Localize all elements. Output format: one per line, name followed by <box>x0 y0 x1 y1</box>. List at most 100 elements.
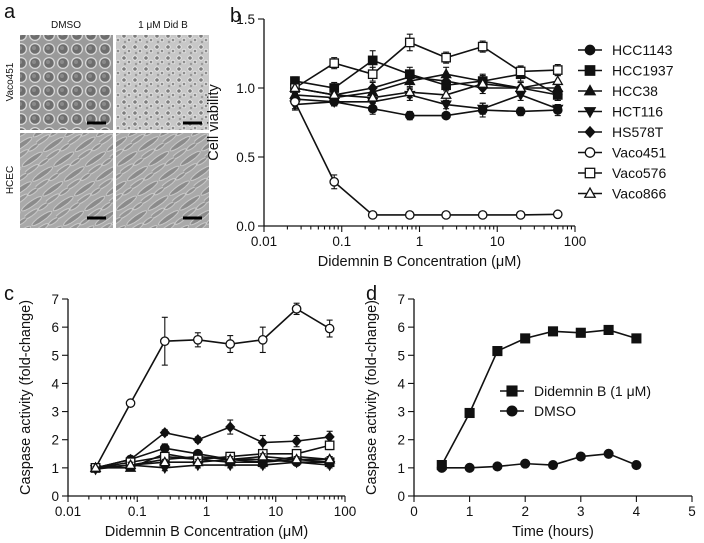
data-point <box>367 69 378 80</box>
data-point <box>367 55 378 66</box>
y-tick-label: 1.5 <box>236 12 255 27</box>
y-tick-label: 7 <box>397 292 405 307</box>
data-point <box>89 461 102 472</box>
data-point <box>257 450 269 461</box>
data-point <box>224 453 236 464</box>
legend-marker <box>584 125 596 139</box>
data-point <box>631 459 642 471</box>
chart-caspase-dose: 0.01 0.1 1 10 100 0 1 2 3 4 5 6 7 Didemnin B Concentr… <box>18 292 356 540</box>
x-tick-label: 100 <box>334 504 357 519</box>
series-dmso <box>436 448 642 473</box>
data-point <box>515 210 526 220</box>
series-line <box>294 98 558 117</box>
row-label-hcec: HCEC <box>5 166 16 194</box>
data-point <box>192 456 204 467</box>
data-point <box>159 336 170 347</box>
series-line <box>294 41 558 89</box>
legend-marker <box>584 44 596 56</box>
y-tick-label: 1 <box>51 461 59 476</box>
x-tick-label: 0.01 <box>55 504 81 519</box>
legend-marker <box>584 65 596 76</box>
micrograph-vaco451-dmso <box>20 35 113 130</box>
data-point <box>440 100 452 111</box>
y-tick-label: 3 <box>397 405 405 420</box>
y-tick-label: 6 <box>397 320 405 335</box>
y-tick-label: 7 <box>51 292 59 307</box>
data-point <box>159 456 171 467</box>
series-vaco866 <box>289 74 564 104</box>
legend-label: HS578T <box>612 124 664 140</box>
data-point <box>192 434 203 446</box>
data-point <box>291 435 302 447</box>
micrograph-hcec-dmso <box>20 133 113 228</box>
data-point <box>520 333 531 344</box>
legend-item-hcc38: HCC38 <box>578 83 658 99</box>
data-point <box>441 75 452 87</box>
legend-marker <box>506 385 518 397</box>
data-point <box>324 440 335 451</box>
data-point <box>404 37 415 48</box>
x-tick-label: 1 <box>203 504 211 519</box>
data-point <box>575 451 586 462</box>
legend-label: HCC1937 <box>612 63 674 79</box>
data-point <box>436 462 447 473</box>
data-point <box>323 453 336 464</box>
micrograph-panel: DMSO 1 μM Did B Vaco451 HCEC <box>5 20 209 228</box>
legend-item-vaco866: Vaco866 <box>578 186 666 202</box>
micrograph-hcec-didb <box>116 133 209 228</box>
col-header-dmso: DMSO <box>51 20 81 31</box>
legend-item-didemnin-b-1-m: Didemnin B (1 μM) <box>500 383 651 399</box>
y-tick-label: 0 <box>51 489 59 504</box>
y-tick-label: 5 <box>397 348 405 363</box>
data-point <box>552 104 564 115</box>
data-point <box>603 448 614 459</box>
x-tick-label: 2 <box>521 504 529 519</box>
y-axis-label: Caspase activity (fold-change) <box>18 300 34 495</box>
x-tick-label: 5 <box>688 504 696 519</box>
data-point <box>290 96 300 107</box>
series-line <box>95 447 330 469</box>
x-axis-label: Time (hours) <box>512 524 594 540</box>
y-tick-label: 4 <box>397 376 405 391</box>
y-tick-label: 0 <box>397 489 405 504</box>
data-point <box>404 85 416 97</box>
data-point <box>324 323 335 334</box>
x-tick-label: 3 <box>577 504 585 519</box>
legend-label: HCT116 <box>612 104 663 120</box>
col-header-didb: 1 μM Did B <box>138 20 188 31</box>
data-point <box>492 346 503 357</box>
data-point <box>492 461 503 472</box>
data-point <box>441 210 451 220</box>
x-tick-label: 100 <box>564 234 587 249</box>
series-vaco576 <box>290 33 563 96</box>
chart-cell-viability: 0.01 0.1 1 10 100 0.0 0.5 1.0 1.5 Didemnin B Conc… <box>206 12 674 270</box>
data-point <box>552 209 563 220</box>
y-axis-label: Caspase activity (fold-change) <box>364 300 380 495</box>
y-tick-label: 0.0 <box>236 219 255 234</box>
x-tick-label: 10 <box>490 234 505 249</box>
data-point <box>404 210 415 220</box>
data-point <box>603 324 614 336</box>
data-point <box>440 88 452 99</box>
data-point <box>329 58 340 69</box>
x-tick-label: 0.1 <box>332 234 351 249</box>
series-vaco866 <box>89 450 336 472</box>
y-tick-label: 1 <box>397 461 405 476</box>
x-tick-label: 0 <box>410 504 418 519</box>
legend-marker <box>584 167 596 179</box>
x-tick-label: 4 <box>633 504 641 519</box>
legend-item-hs578t: HS578T <box>578 124 664 140</box>
data-point <box>257 461 269 472</box>
legend-label: Didemnin B (1 μM) <box>534 383 651 399</box>
x-tick-label: 1 <box>416 234 424 249</box>
y-tick-label: 0.5 <box>236 150 255 165</box>
series-line <box>294 80 558 99</box>
panel-label-b: b <box>230 5 241 27</box>
series-line <box>95 461 330 471</box>
legend: Didemnin B (1 μM) DMSO <box>500 383 651 419</box>
data-point <box>324 431 335 443</box>
legend-item-hct116: HCT116 <box>578 104 663 120</box>
data-point <box>515 106 526 117</box>
y-axis-label: Cell viability <box>206 83 222 160</box>
y-tick-label: 4 <box>51 376 59 391</box>
